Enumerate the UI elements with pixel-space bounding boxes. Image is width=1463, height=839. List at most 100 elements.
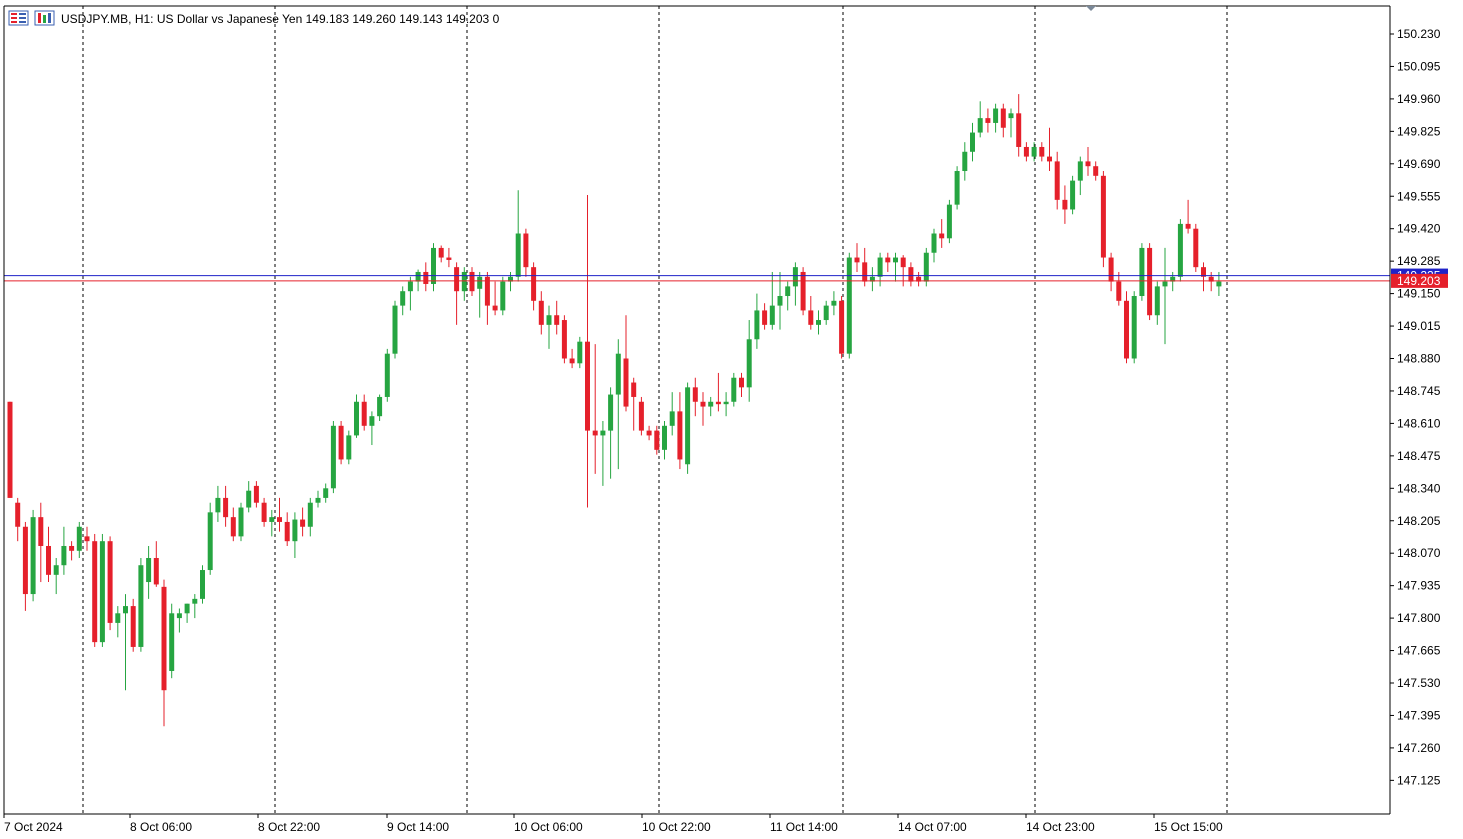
price-tick-label: 149.015 [1397, 319, 1441, 333]
candle-body-bull [407, 281, 413, 292]
time-tick-label: 7 Oct 2024 [4, 820, 63, 834]
candle [292, 512, 298, 559]
candle [1100, 171, 1106, 268]
candle [361, 394, 367, 431]
candle [461, 267, 467, 301]
candle [685, 382, 691, 474]
candle-body-bull [777, 296, 783, 306]
candle [161, 579, 167, 727]
candle-body-bull [138, 565, 144, 647]
price-tick-label: 147.800 [1397, 611, 1441, 625]
candle [492, 281, 498, 316]
candle-body-bull [315, 497, 321, 503]
candle-body-bull [1031, 146, 1037, 157]
candle-body-bear [454, 267, 460, 292]
candle-body-bull [246, 490, 252, 508]
candle [1147, 243, 1153, 321]
candle [600, 420, 606, 486]
candle-body-bull [53, 565, 59, 575]
candle-body-bear [1124, 300, 1129, 359]
candle [1093, 161, 1099, 181]
candle-body-bull [330, 425, 336, 489]
candle [1116, 271, 1122, 306]
candle [246, 481, 252, 513]
price-tick-label: 148.880 [1397, 352, 1441, 366]
candle [708, 396, 714, 417]
candle-body-bull [1077, 161, 1083, 181]
candle-body-bear [1023, 146, 1029, 157]
candle [384, 348, 390, 402]
candle-body-bull [515, 233, 521, 277]
candle-body-bear [38, 517, 44, 546]
candle-body-bull [392, 305, 398, 354]
candle [53, 558, 59, 595]
grid-lines [82, 6, 1228, 814]
candle [207, 502, 213, 575]
candle-body-bear [538, 300, 544, 325]
candle [469, 267, 475, 297]
candle-body-bear [223, 497, 229, 518]
candle-body-bear [1147, 247, 1153, 316]
price-axis[interactable]: 150.230 150.095 149.960 149.825 149.690 149.5… [1390, 27, 1441, 787]
candle [692, 377, 698, 417]
bid-price-tag: 149.203 [1391, 273, 1448, 288]
candle-body-bear [839, 300, 845, 354]
candle [369, 411, 375, 446]
chart-shift-marker[interactable] [1086, 6, 1096, 11]
candle [523, 228, 529, 277]
candle-body-bear [361, 401, 367, 426]
candle [916, 271, 922, 287]
candle-body-bear [646, 430, 652, 436]
low-price: 149.143 [399, 12, 443, 26]
time-axis[interactable]: 7 Oct 2024 8 Oct 06:00 8 Oct 22:00 9 Oct 14… [3, 814, 1223, 834]
candle [739, 372, 744, 397]
candle-body-bull [823, 305, 829, 321]
candle-body-bull [1170, 276, 1176, 282]
candle [1131, 291, 1137, 364]
candle-body-bear [1093, 166, 1099, 176]
candle-body-bull [731, 377, 737, 402]
price-tags: 149.225149.203 [1391, 268, 1448, 288]
candle-body-bull [970, 132, 975, 152]
candle [1008, 108, 1014, 138]
candle [1077, 156, 1083, 196]
candle [608, 387, 614, 479]
candle-body-bear [438, 247, 444, 258]
candle-body-bear [800, 271, 806, 311]
candle-body-bear [338, 425, 344, 460]
time-tick-label: 11 Oct 14:00 [770, 820, 838, 834]
candle-body-bull [977, 118, 983, 133]
candle [323, 483, 329, 503]
candle [1185, 199, 1191, 234]
candle-body-bull [923, 252, 929, 282]
candle [76, 521, 82, 559]
open-price: 149.183 [306, 12, 350, 26]
candle-body-bull [1154, 286, 1160, 316]
candle [893, 252, 898, 282]
candle [615, 339, 621, 470]
candle-body-bull [723, 401, 729, 405]
bid-price-tag-bg [1391, 273, 1448, 288]
candle [238, 502, 244, 542]
candle-body-bull [30, 517, 36, 595]
time-tick-label: 15 Oct 15:00 [1154, 820, 1223, 834]
timeframe-label: H1: [135, 12, 154, 26]
candle-body-bull [192, 598, 198, 604]
candle [569, 348, 575, 369]
chart-list-icon[interactable] [8, 10, 29, 26]
candle [431, 243, 436, 292]
candle-body-bull [615, 353, 621, 395]
candle-body-bull [946, 204, 952, 239]
candle-body-bull [769, 305, 775, 325]
candle-body-bear [92, 541, 98, 643]
chart-window-icon[interactable] [34, 10, 55, 26]
candle [30, 509, 36, 602]
candle-body-bull [354, 401, 359, 436]
candle [762, 303, 768, 330]
candle [300, 507, 306, 537]
price-tick-label: 150.230 [1397, 27, 1441, 41]
candle-body-bull [461, 271, 467, 292]
candle [531, 262, 537, 311]
